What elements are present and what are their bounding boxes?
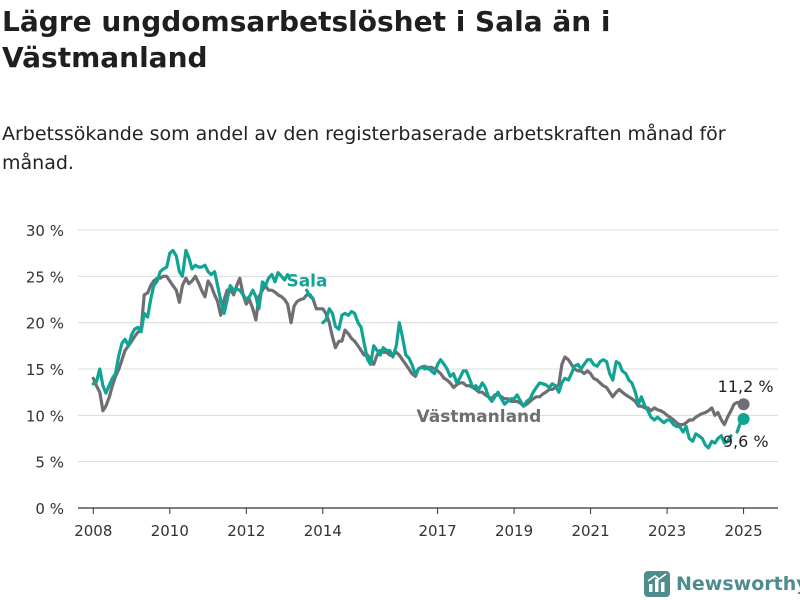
x-tick-label: 2023 xyxy=(648,522,686,540)
x-tick-label: 2021 xyxy=(571,522,609,540)
y-tick-label: 10 % xyxy=(26,407,64,425)
series-line-sala xyxy=(321,307,733,450)
series-label-sala: Sala xyxy=(286,272,327,292)
y-tick-label: 0 % xyxy=(35,500,64,518)
end-point-vastmanland xyxy=(737,398,750,411)
line-chart: 0 %5 %10 %15 %20 %25 %30 % 2008 2010 2012 2… xyxy=(26,222,778,540)
y-tick-label: 25 % xyxy=(26,268,64,286)
end-point-sala xyxy=(737,413,750,426)
series-line-vastmanland xyxy=(91,274,746,427)
chart-subtitle: Arbetssökande som andel av den registerb… xyxy=(2,123,726,174)
y-tick-label: 5 % xyxy=(35,454,64,472)
x-tick-label: 2025 xyxy=(724,522,762,540)
series-label-vastmanland: Västmanland xyxy=(417,407,542,427)
x-tick-label: 2012 xyxy=(227,522,265,540)
chart-title: Lägre ungdomsarbetslöshet i Sala än i Vä… xyxy=(2,5,611,74)
bar-chart-icon xyxy=(644,571,670,597)
x-tick-label: 2017 xyxy=(418,522,456,540)
x-tick-label: 2010 xyxy=(151,522,189,540)
x-tick-label: 2008 xyxy=(74,522,112,540)
series-lines xyxy=(91,248,750,450)
end-value-label-vastmanland: 11,2 % xyxy=(718,377,774,396)
series-line-sala xyxy=(91,248,290,395)
brand-name: Newsworthy xyxy=(676,573,800,595)
y-tick-label: 20 % xyxy=(26,315,64,333)
newsworthy-logo: Newsworthy xyxy=(644,570,800,598)
y-tick-label: 30 % xyxy=(26,222,64,240)
y-axis-tick-labels: 0 % 5 % 10 % 15 % 20 % 25 % 30 % xyxy=(26,222,64,518)
x-tick-label: 2014 xyxy=(304,522,342,540)
x-tick-label: 2019 xyxy=(495,522,533,540)
y-tick-label: 15 % xyxy=(26,361,64,379)
end-value-label-sala: 9,6 % xyxy=(723,432,769,451)
series-line-sala xyxy=(305,288,315,301)
x-axis: 2008 2010 2012 2014 2017 2019 2021 2023 2025 xyxy=(74,508,763,540)
chart-annotations: Sala Västmanland 11,2 % 9,6 % xyxy=(286,272,773,452)
